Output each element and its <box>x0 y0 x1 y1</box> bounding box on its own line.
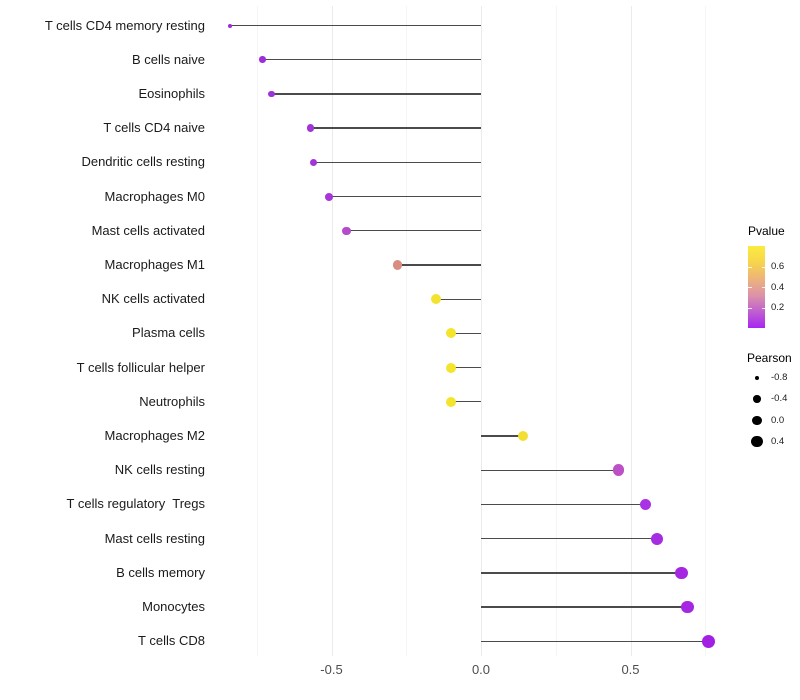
lollipop-stick <box>451 366 481 369</box>
lollipop-dot <box>268 90 275 98</box>
y-axis-label: NK cells activated <box>101 291 205 307</box>
lollipop-stick <box>436 298 481 300</box>
y-axis-label: T cells CD4 naive <box>103 120 205 136</box>
lollipop-dot <box>259 56 266 63</box>
lollipop-dot <box>446 362 457 373</box>
lollipop-dot <box>342 226 351 235</box>
y-axis-label: Mast cells activated <box>91 222 205 238</box>
pearson-size-dot <box>752 415 762 426</box>
pvalue-tick-label: 0.4 <box>771 281 785 293</box>
y-axis-label: B cells memory <box>116 564 205 580</box>
lollipop-stick <box>481 469 619 471</box>
gridline-major <box>481 6 482 656</box>
lollipop-stick <box>310 127 481 129</box>
lollipop-dot <box>446 396 457 407</box>
x-axis-tick-label: 0.5 <box>621 662 640 677</box>
lollipop-stick <box>313 161 481 163</box>
lollipop-stick <box>271 93 481 95</box>
x-axis-tick-label: -0.5 <box>320 662 343 677</box>
gridline-minor <box>705 6 707 656</box>
y-axis-label: Macrophages M2 <box>104 428 205 444</box>
lollipop-stick <box>451 401 481 403</box>
pvalue-tickmark <box>748 266 752 268</box>
pvalue-colorbar <box>748 246 765 328</box>
lollipop-dot <box>306 124 315 132</box>
y-axis-label: Mast cells resting <box>104 530 205 546</box>
lollipop-stick <box>481 435 523 437</box>
y-axis-label: Eosinophils <box>138 85 206 101</box>
lollipop-stick <box>481 503 646 506</box>
pvalue-tickmark <box>761 287 765 288</box>
lollipop-dot <box>701 634 715 648</box>
lollipop-dot <box>639 498 652 511</box>
lollipop-dot <box>324 192 333 201</box>
lollipop-dot <box>651 532 664 545</box>
y-axis-label: T cells CD4 memory resting <box>44 17 205 33</box>
gridline-minor <box>256 6 258 656</box>
lollipop-dot <box>675 566 688 580</box>
lollipop-stick <box>229 24 481 27</box>
pearson-size-label: 0.0 <box>771 414 785 426</box>
gridline-minor <box>555 6 557 656</box>
y-axis-label: T cells CD8 <box>138 633 205 649</box>
lollipop-stick <box>397 264 481 266</box>
pvalue-tick-label: 0.2 <box>771 302 785 313</box>
pvalue-tickmark <box>761 266 765 268</box>
lollipop-dot <box>227 23 232 28</box>
lollipop-stick <box>451 332 481 335</box>
y-axis-label: Neutrophils <box>139 393 205 409</box>
y-axis-label: Plasma cells <box>132 325 205 341</box>
lollipop-dot <box>681 600 694 614</box>
gridline-major <box>331 6 333 656</box>
lollipop-stick <box>481 538 658 540</box>
pvalue-tickmark <box>761 307 765 309</box>
y-axis-label: Monocytes <box>142 599 205 615</box>
lollipop-dot <box>431 294 442 305</box>
lollipop-stick <box>481 640 709 642</box>
y-axis-label: T cells follicular helper <box>76 359 205 375</box>
y-axis-label: Macrophages M0 <box>104 188 205 204</box>
lollipop-dot <box>517 430 529 442</box>
pvalue-tickmark <box>748 287 752 288</box>
lollipop-dot <box>392 260 403 270</box>
lollipop-stick <box>481 572 682 574</box>
y-axis-label: T cells regulatory Tregs <box>66 496 205 512</box>
lollipop-stick <box>481 606 688 608</box>
pvalue-legend-title: Pvalue <box>748 224 785 238</box>
y-axis-label: Macrophages M1 <box>104 256 205 272</box>
pearson-size-label: 0.4 <box>771 436 785 448</box>
y-axis-label: Dendritic cells resting <box>81 154 205 170</box>
pearson-size-dot <box>755 375 759 380</box>
gridline-major <box>630 6 632 656</box>
pearson-size-dot <box>751 435 763 448</box>
lollipop-dot <box>446 328 457 339</box>
lollipop-stick <box>346 230 481 232</box>
lollipop-stick <box>328 195 481 198</box>
pearson-legend-title: Pearson <box>747 351 792 365</box>
gridline-minor <box>406 6 408 656</box>
lollipop-dot <box>309 158 318 167</box>
lollipop-stick <box>262 59 481 61</box>
pvalue-tickmark <box>748 307 752 309</box>
pearson-size-label: -0.4 <box>771 393 788 405</box>
y-axis-label: NK cells resting <box>114 462 205 478</box>
pvalue-tick-label: 0.6 <box>771 261 785 272</box>
y-axis-label: B cells naive <box>132 51 205 67</box>
x-axis-tick-label: 0.0 <box>471 662 491 677</box>
pearson-size-dot <box>753 395 761 403</box>
pearson-size-label: -0.8 <box>771 372 788 383</box>
lollipop-dot <box>612 464 625 476</box>
